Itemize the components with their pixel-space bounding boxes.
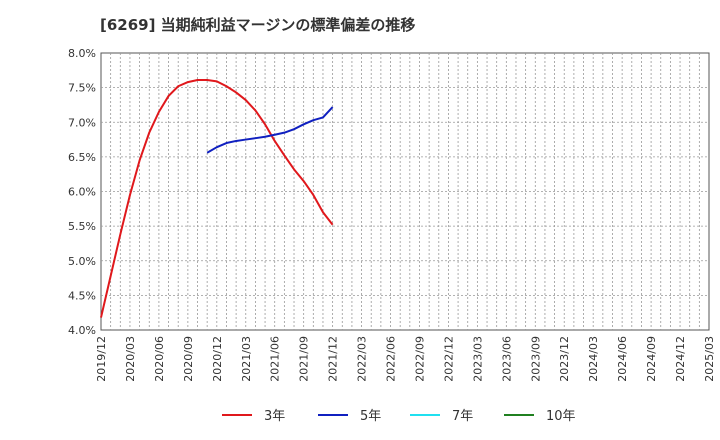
x-tick-label: 2021/06 bbox=[269, 336, 282, 382]
x-tick-label: 2023/06 bbox=[500, 336, 513, 382]
x-tick-label: 2023/09 bbox=[529, 336, 542, 382]
legend-label: 5年 bbox=[360, 409, 381, 424]
x-tick-label: 2019/12 bbox=[95, 336, 108, 382]
x-tick-label: 2020/12 bbox=[211, 336, 224, 382]
x-tick-label: 2022/03 bbox=[356, 336, 369, 382]
series-line-5年 bbox=[206, 106, 334, 154]
y-tick-label: 5.0% bbox=[68, 255, 96, 268]
x-tick-label: 2021/12 bbox=[327, 336, 340, 382]
y-tick-label: 7.0% bbox=[68, 116, 96, 129]
x-tick-label: 2022/12 bbox=[442, 336, 455, 382]
x-tick-label: 2024/03 bbox=[587, 336, 600, 382]
x-tick-label: 2022/09 bbox=[413, 336, 426, 382]
x-tick-label: 2020/03 bbox=[124, 336, 137, 382]
y-tick-label: 6.5% bbox=[68, 151, 96, 164]
x-tick-label: 2024/12 bbox=[674, 336, 687, 382]
series-line-3年 bbox=[100, 79, 334, 318]
y-tick-label: 6.0% bbox=[68, 186, 96, 199]
legend-label: 10年 bbox=[546, 409, 576, 424]
y-tick-label: 8.0% bbox=[68, 47, 96, 60]
x-tick-label: 2021/09 bbox=[298, 336, 311, 382]
x-tick-label: 2023/12 bbox=[558, 336, 571, 382]
x-tick-label: 2021/03 bbox=[240, 336, 253, 382]
y-tick-label: 4.5% bbox=[68, 289, 96, 302]
y-tick-label: 7.5% bbox=[68, 82, 96, 95]
x-tick-label: 2020/09 bbox=[182, 336, 195, 382]
x-tick-label: 2022/06 bbox=[385, 336, 398, 382]
x-tick-label: 2024/06 bbox=[616, 336, 629, 382]
x-tick-label: 2020/06 bbox=[153, 336, 166, 382]
x-tick-label: 2024/09 bbox=[645, 336, 658, 382]
x-tick-label: 2025/03 bbox=[703, 336, 716, 382]
legend-label: 7年 bbox=[452, 409, 473, 424]
x-tick-label: 2023/03 bbox=[471, 336, 484, 382]
y-tick-label: 5.5% bbox=[68, 220, 96, 233]
y-tick-label: 4.0% bbox=[68, 324, 96, 337]
chart-title: [6269] 当期純利益マージンの標準偏差の推移 bbox=[100, 16, 416, 34]
legend-label: 3年 bbox=[264, 409, 285, 424]
